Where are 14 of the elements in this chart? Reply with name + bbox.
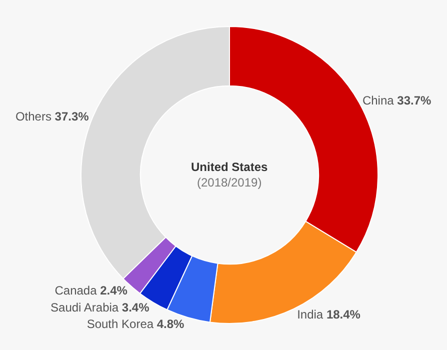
data-label: 2.4% — [100, 283, 128, 298]
data-label: 37.3% — [54, 109, 90, 124]
text: (2018/2019) — [196, 176, 262, 190]
data-label: 3.4% — [122, 300, 150, 314]
data-label: 18.4% — [326, 308, 361, 322]
slice-label: China — [362, 94, 394, 108]
slice-label: Others — [15, 109, 52, 124]
data-label: 4.8% — [156, 317, 185, 332]
slice-label: India — [297, 308, 324, 322]
text: United States — [191, 160, 268, 174]
slice-label: South Korea — [86, 317, 154, 332]
slice-label: Saudi Arabia — [50, 300, 119, 314]
data-label: 33.7% — [397, 94, 432, 108]
slice-label: Canada — [54, 283, 97, 298]
